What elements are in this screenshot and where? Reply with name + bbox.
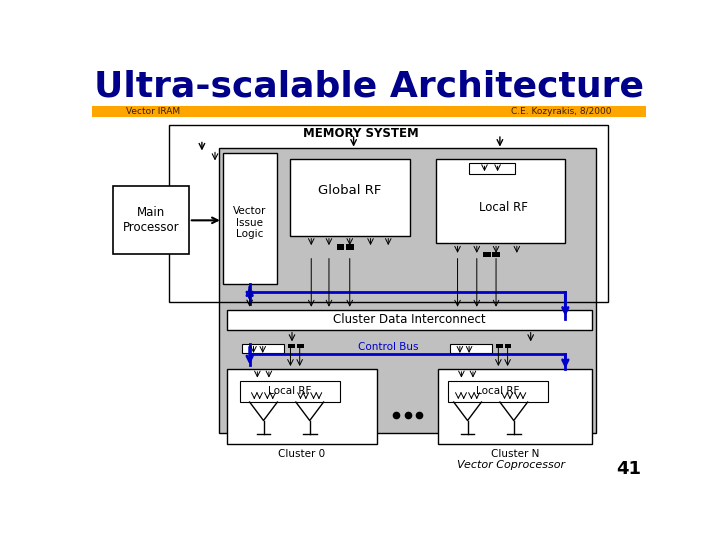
Text: Control Bus: Control Bus bbox=[358, 342, 418, 353]
Bar bbox=[297, 343, 304, 348]
Bar bbox=[450, 343, 492, 353]
Bar bbox=[337, 244, 344, 249]
Text: Vector Coprocessor: Vector Coprocessor bbox=[457, 460, 565, 470]
Bar bbox=[438, 369, 593, 444]
Text: C.E. Kozyrakis, 8/2000: C.E. Kozyrakis, 8/2000 bbox=[511, 107, 611, 116]
Bar bbox=[219, 148, 596, 433]
Bar bbox=[492, 252, 500, 257]
Text: Main
Processor: Main Processor bbox=[123, 206, 179, 234]
Bar bbox=[290, 159, 410, 236]
Text: Global RF: Global RF bbox=[318, 184, 382, 197]
Bar bbox=[222, 153, 276, 284]
Bar bbox=[242, 343, 284, 353]
Bar bbox=[113, 186, 189, 254]
Bar bbox=[168, 125, 608, 302]
Text: Cluster N: Cluster N bbox=[491, 449, 539, 458]
Text: Cluster Data Interconnect: Cluster Data Interconnect bbox=[333, 313, 485, 326]
Text: MEMORY SYSTEM: MEMORY SYSTEM bbox=[303, 127, 419, 140]
Text: Local RF: Local RF bbox=[476, 386, 519, 396]
Text: Local RF: Local RF bbox=[268, 386, 311, 396]
Text: Vector IRAM: Vector IRAM bbox=[127, 107, 181, 116]
Text: Vector
Issue
Logic: Vector Issue Logic bbox=[233, 206, 266, 239]
Bar bbox=[469, 164, 516, 174]
Bar bbox=[436, 159, 565, 244]
Bar bbox=[227, 369, 377, 444]
Text: 41: 41 bbox=[616, 460, 641, 478]
Bar bbox=[240, 381, 340, 402]
Bar bbox=[448, 381, 548, 402]
Bar bbox=[483, 252, 490, 257]
Text: Local RF: Local RF bbox=[480, 201, 528, 214]
Text: Ultra-scalable Architecture: Ultra-scalable Architecture bbox=[94, 69, 644, 103]
Bar bbox=[288, 343, 295, 348]
Bar bbox=[496, 343, 503, 348]
Bar bbox=[227, 309, 593, 330]
Bar bbox=[505, 343, 511, 348]
Bar bbox=[346, 244, 354, 249]
Text: Cluster 0: Cluster 0 bbox=[278, 449, 325, 458]
Bar bbox=[92, 106, 647, 117]
